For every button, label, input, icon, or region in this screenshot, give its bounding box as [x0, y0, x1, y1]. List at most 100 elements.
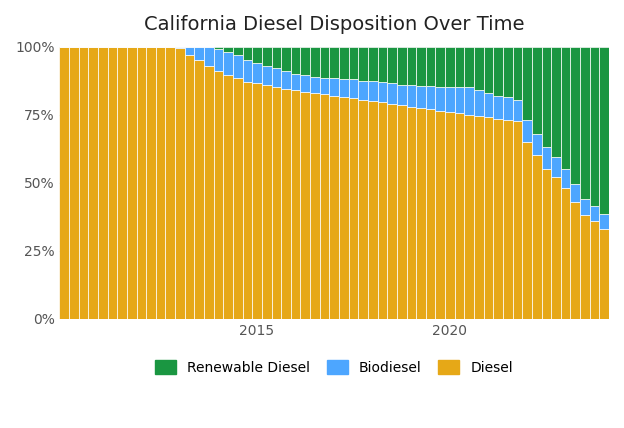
- Legend: Renewable Diesel, Biodiesel, Diesel: Renewable Diesel, Biodiesel, Diesel: [149, 353, 520, 382]
- Bar: [175, 48, 185, 319]
- Bar: [542, 147, 551, 169]
- Bar: [213, 71, 223, 319]
- Bar: [358, 100, 368, 319]
- Bar: [397, 85, 406, 105]
- Bar: [388, 47, 397, 83]
- Bar: [397, 105, 406, 319]
- Bar: [494, 119, 503, 319]
- Bar: [590, 221, 600, 319]
- Bar: [204, 66, 213, 319]
- Title: California Diesel Disposition Over Time: California Diesel Disposition Over Time: [144, 15, 524, 34]
- Bar: [532, 155, 542, 319]
- Bar: [522, 142, 532, 319]
- Bar: [271, 47, 281, 68]
- Bar: [194, 60, 204, 319]
- Bar: [512, 47, 522, 100]
- Bar: [88, 47, 98, 319]
- Bar: [291, 47, 300, 74]
- Bar: [416, 86, 426, 108]
- Bar: [522, 47, 532, 120]
- Bar: [262, 47, 271, 66]
- Bar: [503, 47, 512, 97]
- Bar: [426, 86, 436, 109]
- Bar: [213, 47, 223, 49]
- Bar: [223, 52, 233, 75]
- Bar: [59, 47, 69, 319]
- Bar: [590, 47, 600, 206]
- Bar: [455, 113, 464, 319]
- Bar: [281, 71, 291, 89]
- Bar: [329, 78, 339, 95]
- Bar: [194, 47, 204, 60]
- Bar: [175, 47, 185, 48]
- Bar: [310, 77, 319, 93]
- Bar: [580, 47, 590, 199]
- Bar: [551, 47, 561, 157]
- Bar: [474, 47, 484, 90]
- Bar: [378, 82, 388, 102]
- Bar: [107, 47, 117, 319]
- Bar: [165, 47, 175, 319]
- Bar: [570, 184, 580, 202]
- Bar: [464, 87, 474, 115]
- Bar: [339, 47, 349, 79]
- Bar: [243, 82, 252, 319]
- Bar: [79, 47, 88, 319]
- Bar: [349, 79, 358, 98]
- Bar: [271, 87, 281, 319]
- Bar: [378, 102, 388, 319]
- Bar: [223, 75, 233, 319]
- Bar: [436, 110, 445, 319]
- Bar: [455, 47, 464, 87]
- Bar: [406, 47, 416, 85]
- Bar: [542, 47, 551, 147]
- Bar: [271, 68, 281, 87]
- Bar: [484, 117, 494, 319]
- Bar: [185, 47, 194, 55]
- Bar: [503, 97, 512, 120]
- Bar: [329, 95, 339, 319]
- Bar: [436, 47, 445, 87]
- Bar: [474, 90, 484, 116]
- Bar: [243, 47, 252, 60]
- Bar: [252, 83, 262, 319]
- Bar: [349, 98, 358, 319]
- Bar: [233, 55, 243, 78]
- Bar: [358, 80, 368, 100]
- Bar: [243, 60, 252, 82]
- Bar: [117, 47, 127, 319]
- Bar: [561, 47, 570, 169]
- Bar: [406, 85, 416, 107]
- Bar: [233, 78, 243, 319]
- Bar: [455, 87, 464, 113]
- Bar: [542, 169, 551, 319]
- Bar: [397, 47, 406, 85]
- Bar: [532, 47, 542, 134]
- Bar: [416, 47, 426, 86]
- Bar: [464, 47, 474, 87]
- Bar: [252, 63, 262, 83]
- Bar: [406, 107, 416, 319]
- Bar: [503, 120, 512, 319]
- Bar: [512, 122, 522, 319]
- Bar: [319, 47, 329, 78]
- Bar: [378, 47, 388, 82]
- Bar: [445, 47, 455, 87]
- Bar: [388, 104, 397, 319]
- Bar: [551, 177, 561, 319]
- Bar: [388, 83, 397, 104]
- Bar: [310, 47, 319, 77]
- Bar: [137, 47, 146, 319]
- Bar: [368, 47, 378, 80]
- Bar: [474, 116, 484, 319]
- Bar: [98, 47, 107, 319]
- Bar: [368, 101, 378, 319]
- Bar: [310, 93, 319, 319]
- Bar: [300, 47, 310, 75]
- Bar: [600, 214, 609, 229]
- Bar: [319, 78, 329, 94]
- Bar: [494, 95, 503, 119]
- Bar: [146, 47, 156, 319]
- Bar: [349, 47, 358, 79]
- Bar: [69, 47, 79, 319]
